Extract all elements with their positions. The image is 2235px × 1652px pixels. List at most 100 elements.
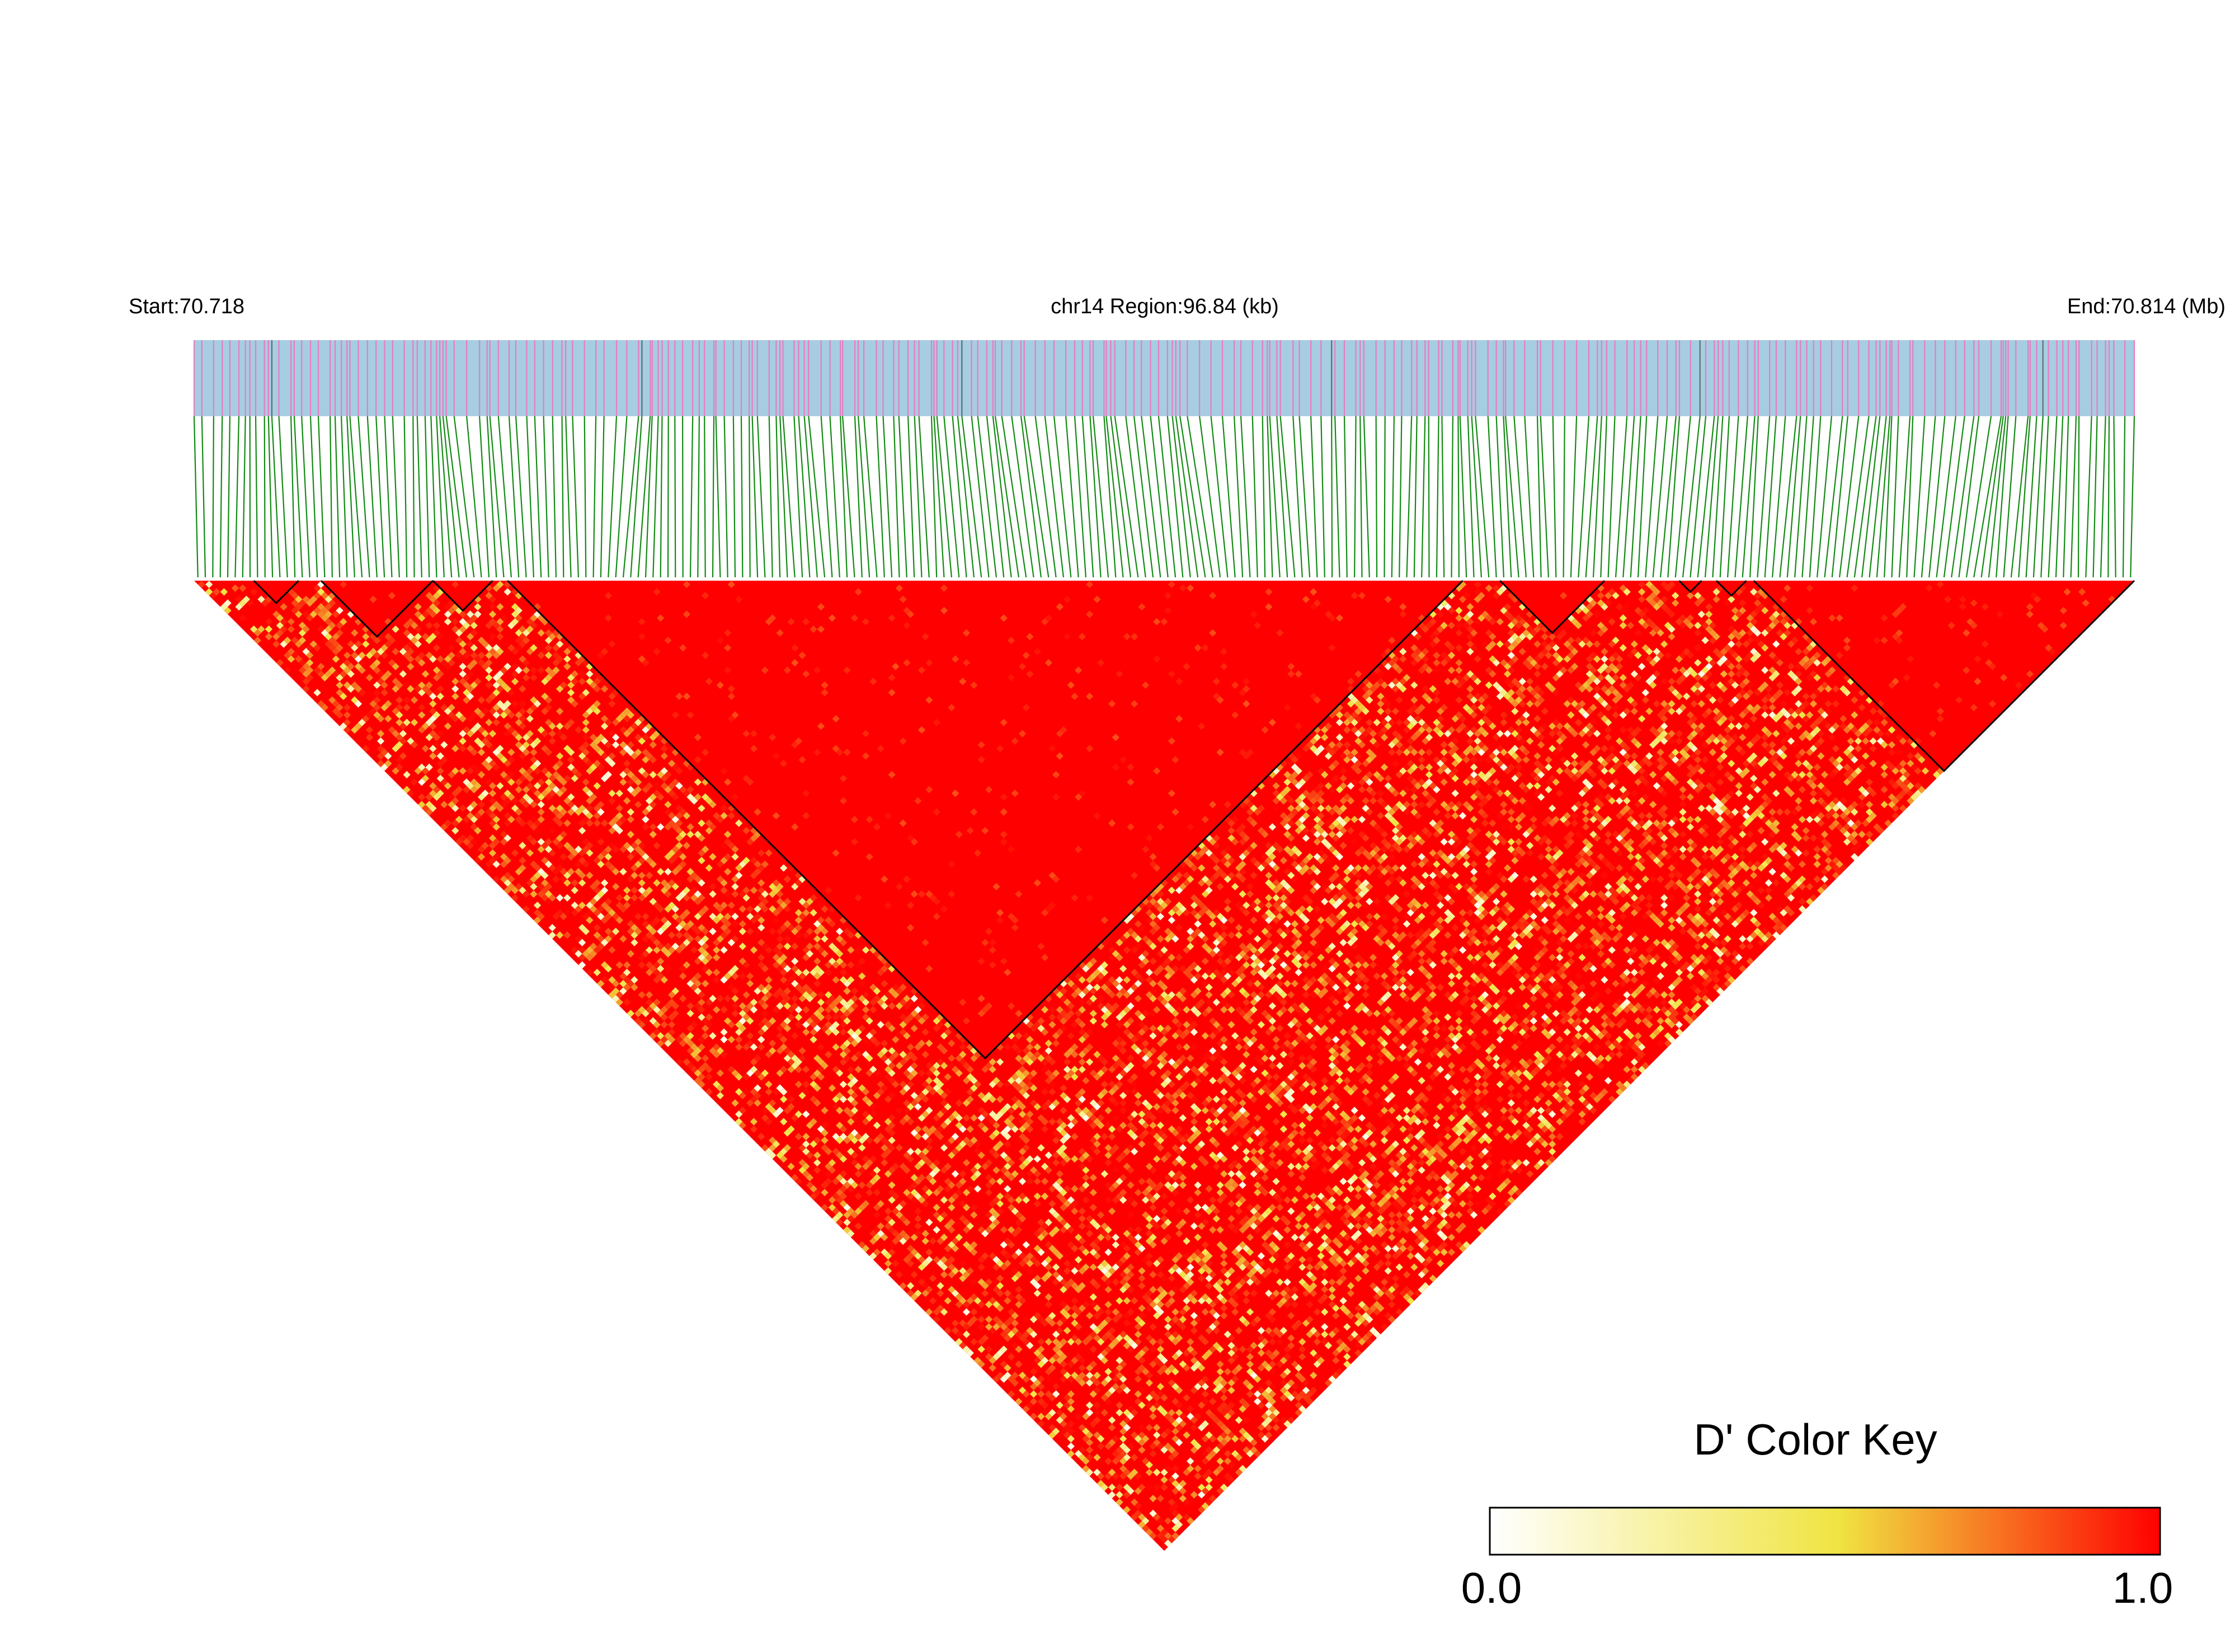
ld-cell	[839, 1155, 848, 1163]
ld-cell	[1085, 1446, 1094, 1454]
ld-cell	[1295, 1394, 1302, 1402]
ld-cell	[951, 1066, 959, 1074]
ld-cell	[421, 685, 430, 693]
ld-cell	[1074, 1353, 1083, 1361]
snp-connector-line	[1292, 416, 1303, 578]
ld-cell	[1231, 1308, 1239, 1316]
ld-cell	[519, 685, 526, 693]
ld-cell	[604, 853, 612, 861]
ld-cell	[962, 1270, 971, 1279]
ld-cell	[1201, 1397, 1209, 1405]
ld-cell	[646, 886, 653, 895]
ld-cell	[280, 625, 288, 633]
ld-cell	[485, 741, 493, 749]
ld-cell	[615, 901, 623, 909]
ld-cell	[1067, 1338, 1075, 1346]
ld-cell	[522, 733, 530, 741]
ld-cell	[791, 1114, 799, 1122]
ld-cell	[1085, 1215, 1094, 1223]
ld-cell	[604, 741, 612, 749]
ld-cell	[548, 782, 556, 790]
ld-cell	[787, 1051, 795, 1058]
ld-cell	[1097, 1234, 1105, 1241]
ld-cell	[578, 804, 586, 812]
ld-cell	[586, 849, 594, 857]
ld-cell	[425, 592, 433, 600]
ld-cell	[507, 756, 515, 764]
ld-cell	[765, 946, 773, 954]
ld-cell	[892, 991, 900, 999]
ld-cell	[1004, 1155, 1011, 1163]
snp-connector-line	[1757, 416, 1771, 578]
ld-cell	[1119, 1256, 1127, 1264]
ld-cell	[1100, 1170, 1108, 1178]
ld-cell	[959, 1267, 967, 1275]
ld-cell	[716, 875, 724, 883]
ld-cell	[1104, 1263, 1112, 1271]
ld-cell	[604, 718, 612, 727]
ld-cell	[787, 1013, 795, 1021]
snp-connector-line	[1001, 416, 1027, 578]
ld-cell	[619, 816, 627, 823]
ld-cell	[709, 853, 717, 861]
ld-cell	[358, 666, 366, 674]
ld-cell	[500, 771, 508, 779]
ld-cell	[1097, 1263, 1105, 1271]
snp-connector-line	[1279, 416, 1296, 578]
ld-cell	[459, 662, 467, 671]
ld-cell	[1052, 1338, 1060, 1346]
ld-cell	[839, 999, 848, 1006]
ld-cell	[1134, 1375, 1142, 1383]
ld-cell	[627, 808, 634, 816]
snp-connector-line	[994, 416, 1019, 578]
ld-cell	[451, 625, 459, 633]
ld-cell	[735, 1021, 743, 1029]
ld-cell	[623, 760, 631, 768]
ld-cell	[1201, 1375, 1209, 1383]
ld-cell	[1104, 1442, 1112, 1450]
ld-cell	[533, 916, 542, 924]
ld-cell	[903, 1114, 911, 1122]
ld-cell	[1156, 1382, 1164, 1391]
snp-connector-line	[1262, 416, 1266, 578]
ld-cell	[731, 793, 739, 801]
ld-cell	[615, 894, 623, 902]
ld-cell	[1190, 1357, 1198, 1364]
ld-cell	[832, 1066, 840, 1074]
ld-cell	[694, 1002, 702, 1010]
ld-cell	[843, 972, 851, 980]
ld-cell	[671, 749, 679, 756]
ld-cell	[847, 931, 855, 939]
ld-cell	[832, 946, 840, 954]
ld-cell	[492, 749, 500, 756]
ld-cell	[929, 1162, 937, 1170]
ld-cell	[888, 1024, 896, 1032]
ld-cell	[933, 1211, 940, 1219]
ld-cell	[571, 767, 578, 775]
ld-cell	[1007, 1203, 1015, 1212]
ld-cell	[750, 1043, 758, 1051]
ld-cell	[336, 674, 344, 682]
ld-cell	[432, 644, 441, 652]
ld-cell	[825, 916, 832, 924]
ld-cell	[962, 1345, 971, 1353]
ld-cell	[485, 622, 493, 629]
ld-cell	[794, 1110, 803, 1118]
ld-cell	[515, 741, 523, 749]
ld-cell	[1212, 1386, 1220, 1394]
ld-cell	[1257, 1342, 1265, 1349]
snp-connector-line	[615, 416, 628, 578]
ld-cell	[1171, 1524, 1179, 1532]
ld-cell	[813, 1189, 821, 1197]
ld-cell	[1298, 1338, 1306, 1346]
ld-cell	[392, 707, 399, 716]
ld-cell	[873, 1091, 881, 1099]
ld-cell	[1100, 1409, 1108, 1416]
ld-cell	[780, 1088, 788, 1096]
ld-cell	[769, 1107, 777, 1114]
ld-cell	[504, 662, 511, 671]
snp-connector-line	[430, 416, 437, 578]
ld-cell	[794, 983, 803, 991]
ld-cell	[1134, 1315, 1142, 1324]
ld-cell	[873, 1189, 881, 1197]
